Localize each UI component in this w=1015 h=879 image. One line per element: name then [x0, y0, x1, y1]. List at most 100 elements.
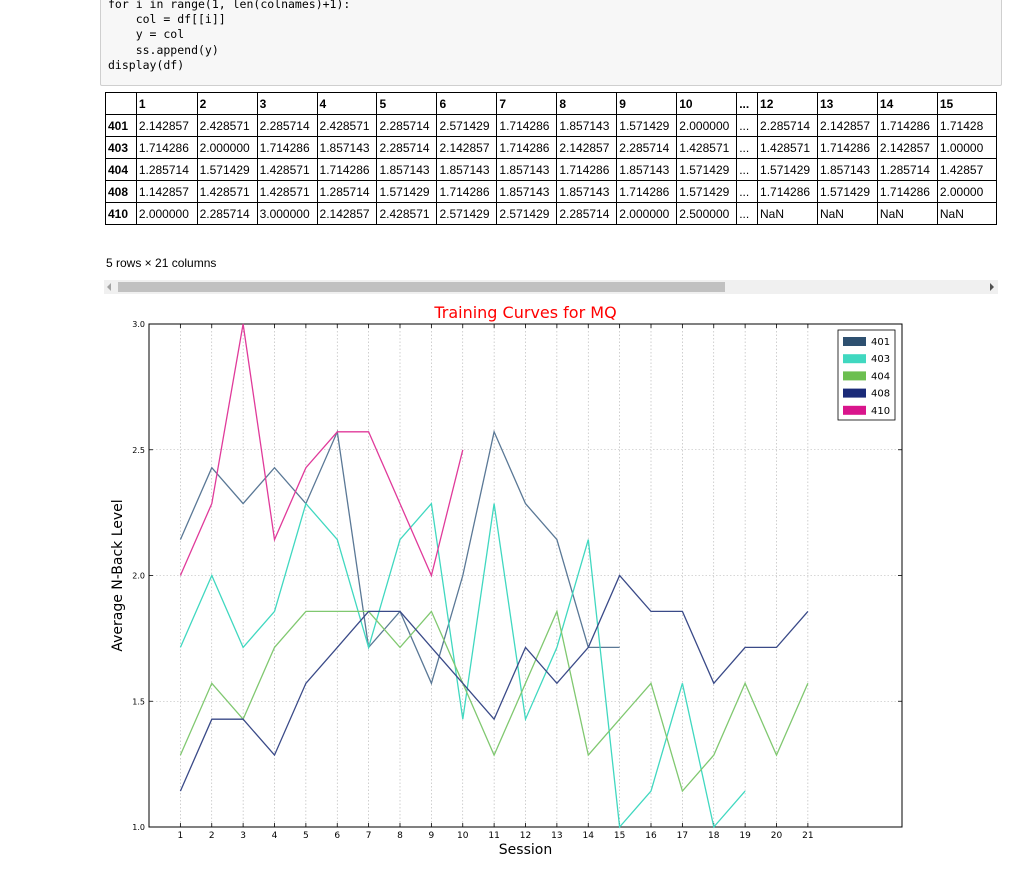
- table-cell: 1.571429: [197, 159, 257, 181]
- table-cell: 2.285714: [377, 137, 437, 159]
- table-cell: 2.428571: [197, 115, 257, 137]
- table-cell: 2.285714: [557, 203, 617, 225]
- table-cell: 2.000000: [197, 137, 257, 159]
- dataframe-shape: 5 rows × 21 columns: [106, 256, 216, 270]
- column-header-cell: 12: [758, 93, 818, 115]
- x-axis-label: Session: [499, 842, 552, 858]
- code-line: col = df[[i]]: [108, 12, 350, 27]
- table-cell: NaN: [937, 203, 996, 225]
- chart-title: Training Curves for MQ: [433, 303, 616, 322]
- table-cell: 2.142857: [317, 203, 377, 225]
- dataframe-table-wrap[interactable]: 1 2 3 4 5 6 7 8 9 10... 12 13 14 15 401 2.142857 2.4285…: [105, 92, 997, 242]
- table-cell: 1.428571: [257, 181, 317, 203]
- scroll-right-icon[interactable]: [990, 283, 994, 291]
- table-cell: 1.428571: [758, 137, 818, 159]
- x-tick-label: 16: [645, 831, 657, 841]
- x-tick-label: 7: [366, 831, 372, 841]
- table-cell: 1.714286: [877, 181, 937, 203]
- table-cell: 1.857143: [497, 181, 557, 203]
- table-cell: 1.571429: [677, 181, 737, 203]
- x-tick-label: 14: [583, 831, 595, 841]
- table-cell: 1.142857: [136, 181, 197, 203]
- x-tick-label: 6: [334, 831, 340, 841]
- legend-swatch: [843, 337, 866, 346]
- row-index-cell: 408: [106, 181, 137, 203]
- x-tick-label: 21: [802, 831, 813, 841]
- table-cell: 1.71428: [937, 115, 996, 137]
- table-cell: 2.285714: [197, 203, 257, 225]
- code-lines: for i in range(1, len(colnames)+1): col …: [108, 0, 350, 73]
- table-cell: ...: [737, 137, 758, 159]
- table-row: 410 2.000000 2.285714 3.000000 2.142857 2.428…: [106, 203, 997, 225]
- table-cell: 1.857143: [617, 159, 677, 181]
- table-cell: 1.714286: [817, 137, 877, 159]
- x-tick-label: 18: [708, 831, 720, 841]
- table-cell: NaN: [758, 203, 818, 225]
- legend-label: 401: [871, 337, 890, 348]
- table-cell: 1.571429: [677, 159, 737, 181]
- series-line-401: [180, 432, 619, 684]
- column-header-cell: 5: [377, 93, 437, 115]
- x-tick-label: 8: [397, 831, 403, 841]
- table-cell: 2.428571: [377, 203, 437, 225]
- column-header-cell: 4: [317, 93, 377, 115]
- table-cell: ...: [737, 203, 758, 225]
- y-tick-label: 2.5: [132, 446, 145, 455]
- table-cell: 1.285714: [136, 159, 197, 181]
- row-index-cell: 401: [106, 115, 137, 137]
- table-cell: 1.857143: [317, 137, 377, 159]
- index-header-cell: [106, 93, 137, 115]
- table-cell: NaN: [817, 203, 877, 225]
- x-tick-label: 5: [303, 831, 309, 841]
- table-cell: ...: [737, 181, 758, 203]
- horizontal-scrollbar[interactable]: [104, 280, 998, 294]
- x-tick-label: 17: [677, 831, 688, 841]
- legend-label: 410: [871, 406, 890, 417]
- table-cell: 2.500000: [677, 203, 737, 225]
- column-header-cell: 9: [617, 93, 677, 115]
- column-header-cell: 2: [197, 93, 257, 115]
- table-cell: 1.714286: [497, 115, 557, 137]
- column-header-cell: 7: [497, 93, 557, 115]
- table-cell: ...: [737, 115, 758, 137]
- table-cell: 1.857143: [377, 159, 437, 181]
- row-index-cell: 403: [106, 137, 137, 159]
- table-cell: 1.571429: [617, 115, 677, 137]
- table-row: 403 1.714286 2.000000 1.714286 1.857143 2.285…: [106, 137, 997, 159]
- table-cell: 2.285714: [758, 115, 818, 137]
- table-row: 408 1.142857 1.428571 1.428571 1.285714 1.571…: [106, 181, 997, 203]
- table-cell: 1.714286: [497, 137, 557, 159]
- code-cell[interactable]: for i in range(1, len(colnames)+1): col …: [100, 0, 1002, 86]
- table-cell: 2.000000: [136, 203, 197, 225]
- code-line: for i in range(1, len(colnames)+1):: [108, 0, 350, 12]
- y-tick-label: 1.0: [132, 823, 145, 832]
- table-cell: 2.00000: [937, 181, 996, 203]
- x-tick-label: 13: [551, 831, 562, 841]
- column-header-cell: 10: [677, 93, 737, 115]
- table-cell: 2.000000: [617, 203, 677, 225]
- legend-label: 408: [871, 389, 890, 400]
- x-tick-label: 9: [429, 831, 435, 841]
- table-cell: 2.571429: [437, 203, 497, 225]
- scrollbar-thumb[interactable]: [118, 282, 725, 292]
- table-cell: 1.00000: [937, 137, 996, 159]
- table-cell: ...: [737, 159, 758, 181]
- code-line: y = col: [108, 27, 350, 42]
- table-cell: 2.428571: [317, 115, 377, 137]
- table-cell: 3.000000: [257, 203, 317, 225]
- legend-swatch: [843, 406, 866, 415]
- table-cell: 2.000000: [677, 115, 737, 137]
- legend-swatch: [843, 354, 866, 363]
- x-tick-label: 20: [771, 831, 783, 841]
- x-tick-label: 12: [520, 831, 531, 841]
- table-cell: 1.571429: [377, 181, 437, 203]
- row-index-cell: 410: [106, 203, 137, 225]
- table-cell: 2.142857: [817, 115, 877, 137]
- scroll-left-icon[interactable]: [107, 283, 111, 291]
- column-header-cell: 3: [257, 93, 317, 115]
- x-tick-label: 1: [178, 831, 184, 841]
- x-tick-label: 4: [272, 831, 278, 841]
- code-line: ss.append(y): [108, 43, 350, 58]
- x-tick-label: 19: [739, 831, 751, 841]
- legend-swatch: [843, 371, 866, 380]
